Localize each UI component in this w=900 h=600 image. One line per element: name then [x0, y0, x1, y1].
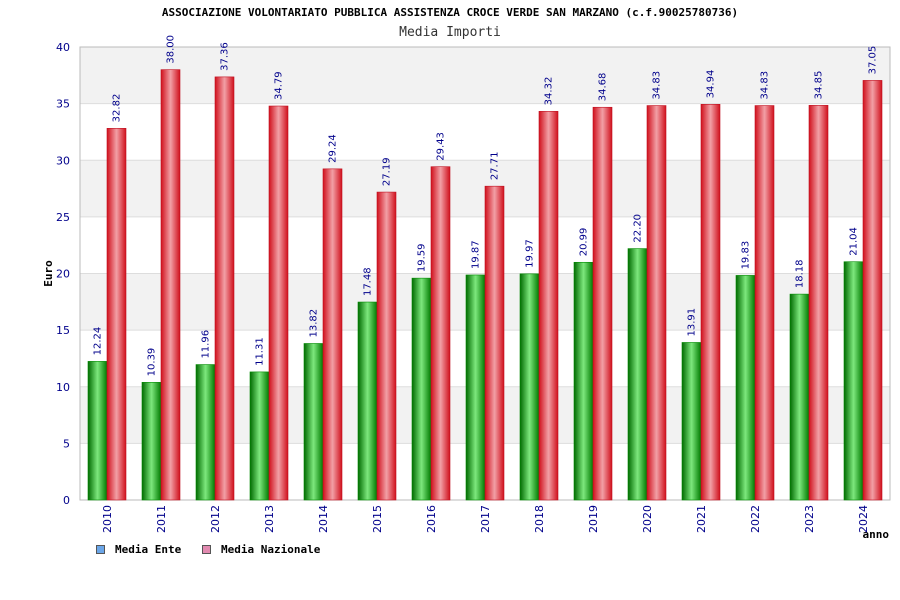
bar [357, 301, 378, 501]
legend-label-media-nazionale: Media Nazionale [221, 543, 321, 556]
data-label: 13.91 [687, 308, 698, 337]
data-label: 10.39 [147, 348, 158, 377]
data-label: 29.24 [328, 134, 339, 163]
bar [843, 261, 864, 501]
data-label: 13.82 [309, 309, 320, 338]
bar [754, 105, 775, 501]
data-label: 17.48 [363, 267, 374, 296]
legend-swatch-media-nazionale [202, 545, 211, 554]
data-label: 21.04 [849, 227, 860, 256]
data-label: 32.82 [112, 94, 123, 123]
x-axis-title: anno [863, 528, 890, 541]
data-label: 34.68 [598, 73, 609, 102]
bar [538, 111, 559, 501]
data-label: 37.05 [868, 46, 879, 75]
bar [87, 361, 108, 501]
data-label: 27.19 [382, 157, 393, 186]
bar [646, 105, 667, 501]
data-label: 34.83 [760, 71, 771, 100]
bar [214, 76, 235, 501]
data-label: 19.87 [471, 240, 482, 269]
y-tick-label: 35 [56, 98, 70, 111]
bar [303, 343, 324, 501]
data-label: 27.71 [490, 152, 501, 181]
y-tick-label: 20 [56, 268, 70, 281]
y-tick-label: 25 [56, 211, 70, 224]
data-label: 34.85 [814, 71, 825, 100]
data-label: 34.32 [544, 77, 555, 106]
bar [160, 69, 181, 501]
bar [681, 342, 702, 501]
x-tick-label: 2019 [587, 505, 600, 533]
bar [484, 185, 505, 501]
data-label: 18.18 [795, 259, 806, 288]
x-tick-label: 2017 [479, 505, 492, 533]
bar [249, 371, 270, 501]
bar [573, 261, 594, 501]
bar [789, 293, 810, 501]
data-label: 29.43 [436, 132, 447, 161]
bar [735, 275, 756, 501]
data-label: 34.94 [706, 70, 717, 99]
x-tick-label: 2016 [425, 505, 438, 533]
bar [195, 364, 216, 501]
x-tick-label: 2011 [155, 505, 168, 533]
bar [430, 166, 451, 501]
x-tick-label: 2021 [695, 505, 708, 533]
x-tick-label: 2014 [317, 505, 330, 533]
x-tick-label: 2023 [803, 505, 816, 533]
data-label: 11.31 [255, 337, 266, 366]
chart-subtitle: Media Importi [399, 25, 501, 40]
data-label: 12.24 [93, 327, 104, 356]
bar [376, 191, 397, 501]
bar [322, 168, 343, 501]
bar [519, 273, 540, 501]
data-label: 34.83 [652, 71, 663, 100]
y-tick-label: 40 [56, 41, 70, 54]
bar [700, 104, 721, 501]
x-tick-label: 2022 [749, 505, 762, 533]
bar [106, 128, 127, 501]
legend-item-media-ente: Media Ente [96, 543, 181, 556]
data-label: 19.59 [417, 244, 428, 273]
data-label: 19.83 [741, 241, 752, 270]
legend-swatch-media-ente [96, 545, 105, 554]
x-tick-label: 2010 [101, 505, 114, 533]
x-tick-label: 2012 [209, 505, 222, 533]
y-tick-label: 15 [56, 324, 70, 337]
data-label: 11.96 [201, 330, 212, 359]
data-label: 37.36 [220, 42, 231, 71]
bar [411, 277, 432, 501]
bar [808, 105, 829, 501]
bar [862, 80, 883, 501]
x-tick-label: 2018 [533, 505, 546, 533]
x-tick-label: 2013 [263, 505, 276, 533]
chart-title: ASSOCIAZIONE VOLONTARIATO PUBBLICA ASSIS… [161, 6, 739, 19]
y-axis-title: Euro [42, 260, 55, 287]
data-label: 19.97 [525, 239, 536, 268]
x-tick-label: 2015 [371, 505, 384, 533]
y-tick-label: 5 [63, 437, 70, 450]
legend-item-media-nazionale: Media Nazionale [202, 543, 320, 556]
bar [465, 274, 486, 501]
y-tick-label: 10 [56, 381, 70, 394]
bar [627, 248, 648, 501]
x-tick-label: 2024 [857, 505, 870, 533]
x-tick-label: 2020 [641, 505, 654, 533]
bar [592, 106, 613, 501]
data-label: 20.99 [579, 228, 590, 257]
y-tick-label: 0 [63, 494, 70, 507]
data-label: 22.20 [633, 214, 644, 243]
data-label: 34.79 [274, 71, 285, 100]
bar [141, 382, 162, 501]
y-tick-label: 30 [56, 154, 70, 167]
data-label: 38.00 [166, 35, 177, 64]
bar [268, 105, 289, 501]
legend-label-media-ente: Media Ente [115, 543, 182, 556]
